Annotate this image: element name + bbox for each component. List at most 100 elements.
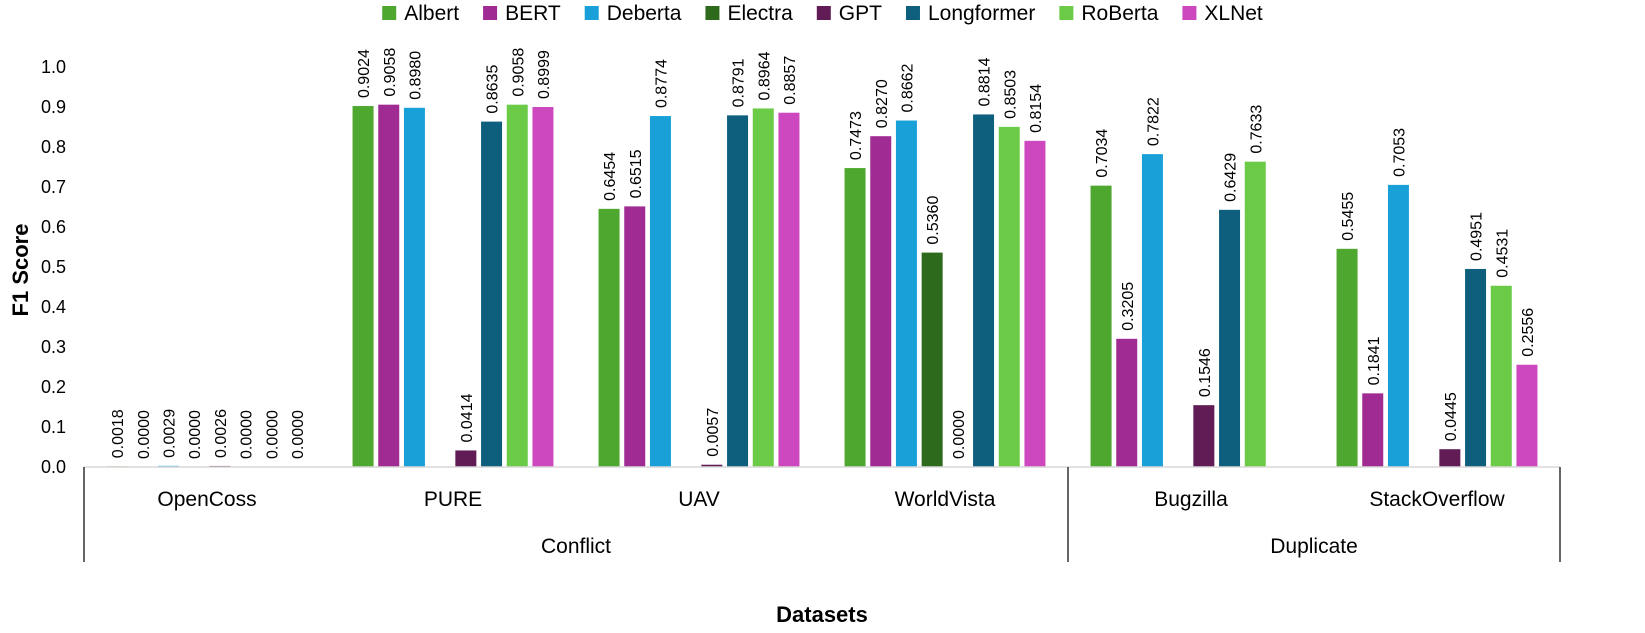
legend-swatch-deberta — [584, 6, 599, 20]
bar-xlnet-pure — [532, 107, 554, 467]
data-label: 0.8964 — [756, 51, 773, 100]
bar-longformer-bugzilla — [1219, 209, 1241, 467]
x-axis-title: Datasets — [776, 602, 868, 627]
data-label: 0.7034 — [1094, 129, 1111, 178]
data-label: 0.0000 — [951, 410, 968, 459]
data-label: 0.6429 — [1223, 153, 1240, 202]
data-label: 0.7633 — [1248, 105, 1265, 154]
bar-bert-worldvista — [870, 136, 892, 467]
bar-deberta-pure — [403, 107, 425, 468]
y-axis-title: F1 Score — [8, 224, 33, 317]
y-tick-label: 0.1 — [41, 417, 66, 437]
data-label: 0.8791 — [731, 58, 748, 107]
legend-label-bert: BERT — [505, 2, 561, 25]
data-label: 0.9024 — [356, 49, 373, 98]
x-axis: OpenCoss PURE UAV WorldVista Bugzilla StackOv… — [83, 466, 1561, 562]
y-axis: 0.0 0.1 0.2 0.3 0.4 0.5 0.6 0.7 0.8 0.9 1.0 — [41, 57, 66, 477]
data-label: 0.3205 — [1120, 282, 1137, 331]
legend-label-gpt: GPT — [839, 2, 882, 25]
legend-swatch-electra — [705, 6, 720, 20]
y-tick-label: 0.5 — [41, 257, 66, 277]
data-label: 0.8857 — [782, 56, 799, 105]
bar-albert-worldvista — [844, 168, 866, 467]
data-label: 0.0000 — [264, 410, 281, 459]
x-group-label: Duplicate — [1270, 535, 1358, 558]
legend-swatch-roberta — [1059, 6, 1074, 20]
legend-swatch-bert — [483, 6, 498, 20]
bar-albert-stackoverflow — [1336, 248, 1358, 467]
y-tick-label: 0.7 — [41, 177, 66, 197]
data-label: 0.0000 — [290, 410, 307, 459]
bar-xlnet-worldvista — [1024, 140, 1046, 467]
bar-albert-bugzilla — [1090, 185, 1112, 467]
legend-label-deberta: Deberta — [607, 2, 682, 25]
data-label: 0.4531 — [1494, 229, 1511, 278]
bar-longformer-pure — [481, 121, 503, 467]
data-label: 0.0057 — [705, 408, 722, 457]
bar-roberta-uav — [752, 108, 774, 467]
y-tick-label: 0.2 — [41, 377, 66, 397]
data-label: 0.8980 — [407, 51, 424, 100]
bar-gpt-pure — [455, 450, 477, 467]
bar-electra-worldvista — [921, 252, 943, 467]
data-label: 0.0000 — [136, 410, 153, 459]
data-label: 0.1546 — [1197, 348, 1214, 397]
data-labels: 0.0018 0.0000 0.0029 0.0000 0.0026 0.0000 0.00… — [110, 48, 1537, 459]
data-label: 0.9058 — [382, 48, 399, 97]
data-label: 0.0029 — [161, 409, 178, 458]
data-label: 0.8154 — [1028, 84, 1045, 133]
y-tick-label: 0.9 — [41, 97, 66, 117]
bar-albert-uav — [598, 208, 620, 467]
bar-deberta-worldvista — [895, 120, 917, 468]
data-label: 0.9058 — [510, 48, 527, 97]
data-label: 0.6515 — [628, 149, 645, 198]
legend-swatch-albert — [382, 6, 397, 20]
y-tick-label: 0.4 — [41, 297, 66, 317]
data-label: 0.7822 — [1145, 97, 1162, 146]
data-label: 0.8774 — [653, 59, 670, 108]
bar-bert-bugzilla — [1116, 338, 1138, 467]
data-label: 0.7473 — [848, 111, 865, 160]
bar-roberta-stackoverflow — [1490, 285, 1512, 467]
data-label: 0.6454 — [602, 152, 619, 201]
x-category-label: WorldVista — [895, 488, 996, 511]
data-label: 0.2556 — [1520, 308, 1537, 357]
bar-longformer-stackoverflow — [1465, 268, 1487, 467]
legend-label-xlnet: XLNet — [1204, 2, 1263, 25]
x-category-label: OpenCoss — [157, 488, 256, 511]
x-category-label: UAV — [678, 488, 720, 511]
data-label: 0.0000 — [187, 410, 204, 459]
bar-longformer-worldvista — [973, 114, 995, 467]
legend-label-roberta: RoBerta — [1081, 2, 1158, 25]
bar-xlnet-uav — [778, 112, 800, 467]
bar-gpt-bugzilla — [1193, 405, 1215, 467]
legend-swatch-gpt — [816, 6, 831, 20]
y-tick-label: 0.6 — [41, 217, 66, 237]
bar-xlnet-stackoverflow — [1516, 364, 1538, 467]
legend-label-longformer: Longformer — [928, 2, 1035, 25]
bar-bert-uav — [624, 206, 646, 467]
data-label: 0.5360 — [925, 196, 942, 245]
data-label: 0.0414 — [459, 393, 476, 442]
data-label: 0.8814 — [977, 57, 994, 106]
bar-longformer-uav — [727, 115, 749, 468]
data-label: 0.0445 — [1443, 392, 1460, 441]
x-group-label: Conflict — [541, 535, 611, 558]
bar-albert-pure — [352, 106, 374, 467]
legend-label-albert: Albert — [404, 2, 459, 25]
x-category-label: PURE — [424, 488, 482, 511]
data-label: 0.4951 — [1469, 212, 1486, 261]
data-label: 0.8662 — [899, 63, 916, 112]
bar-bert-pure — [378, 104, 400, 468]
x-category-label: StackOverflow — [1369, 488, 1505, 511]
bar-gpt-uav — [701, 464, 723, 467]
bar-deberta-bugzilla — [1141, 154, 1163, 467]
x-category-label: Bugzilla — [1154, 488, 1228, 511]
data-label: 0.0018 — [110, 409, 127, 458]
y-tick-label: 0.3 — [41, 337, 66, 357]
legend-label-electra: Electra — [727, 2, 793, 25]
data-label: 0.8635 — [485, 65, 502, 114]
data-label: 0.0026 — [213, 409, 230, 458]
bar-deberta-uav — [649, 116, 671, 467]
y-tick-label: 0.0 — [41, 457, 66, 477]
